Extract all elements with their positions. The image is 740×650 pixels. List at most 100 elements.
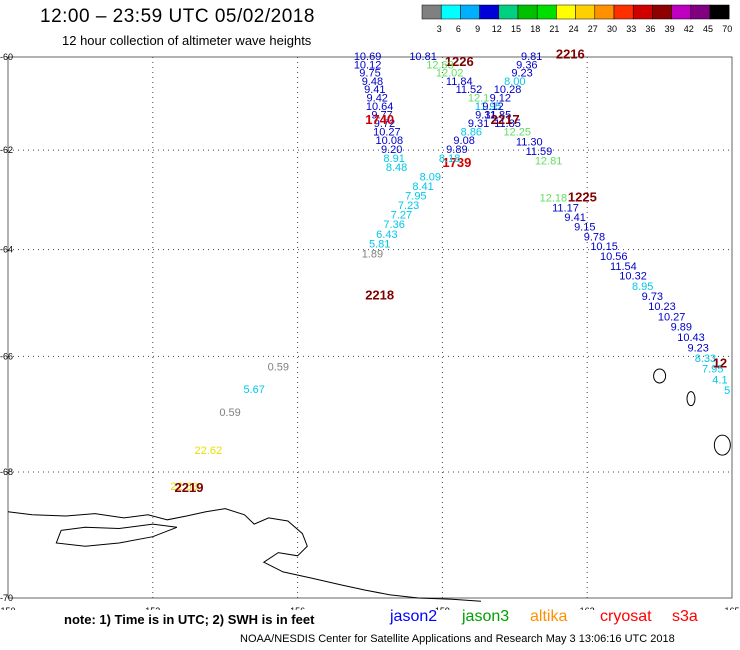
wave-height-label: 22.63 [170,481,198,493]
wave-height-label: 10.27 [373,126,401,138]
wave-height-label: 8.86 [461,126,482,138]
legend-jason3: jason3 [462,608,510,625]
colorbar-label: 9 [475,24,480,34]
map-frame [7,56,733,599]
colorbar-label: 21 [549,24,559,34]
wave-height-label: 1.89 [362,248,383,260]
wave-height-label: 6.43 [376,229,397,241]
pass-time-label: 1739 [442,155,471,170]
wave-height-label: 9.15 [574,222,595,234]
colorbar-label: 27 [588,24,598,34]
latitude-tick-label: -66 [0,351,13,361]
colorbar-label: 24 [569,24,579,34]
wave-height-label: 11.85 [494,118,521,130]
island-outline [653,368,667,384]
wave-height-label: 10.56 [600,251,628,263]
wave-height-label: 10.69 [354,51,382,63]
wave-height-label: 9.41 [364,84,385,96]
island-outline [686,391,696,407]
wave-height-label: 9.73 [642,291,663,303]
wave-height-label: 10.15 [590,241,618,253]
pass-time-label: 1740 [365,112,394,127]
wave-height-label: 9.36 [516,59,537,71]
wave-height-label: 5 [724,385,730,397]
longitude-tick-label: 159 [435,606,450,610]
wave-height-label: 9.31 [475,109,496,121]
wave-height-label: 10.81 [409,51,437,63]
colorbar-label: 3 [437,24,442,34]
wave-height-label: 12.63 [426,59,454,71]
pass-time-label: 1226 [445,54,474,69]
wave-height-label: 7.27 [391,210,412,222]
wave-height-label: 10.64 [366,101,394,113]
colorbar-label: 45 [703,24,713,34]
wave-height-label: 9.08 [453,135,474,147]
longitude-tick-label: 162 [580,606,595,610]
pass-time-label: 12 [713,356,727,371]
wave-height-label: 11.85 [485,109,512,121]
wave-height-label: 8.00 [504,76,525,88]
wave-height-label: 4.1 [712,374,727,386]
colorbar-label: 39 [665,24,675,34]
wave-height-label: 11.84 [446,76,473,88]
wave-height-label: 12.18 [540,192,568,204]
latitude-tick-label: -62 [0,145,13,155]
pass-time-label: 2219 [175,480,204,495]
pass-time-label: 2218 [365,287,394,302]
island-outline [713,434,731,456]
wave-height-label: 11.52 [456,84,483,96]
wave-height-label: 9.31 [468,118,489,130]
colorbar-label: 18 [530,24,540,34]
wave-height-label: 11.95 [475,101,502,113]
wave-height-label: 12.02 [436,68,464,80]
longitude-tick-label: 153 [145,606,160,610]
colorbar-label: 15 [511,24,521,34]
colorbar-label: 36 [645,24,655,34]
wave-height-label: 7.95 [702,364,723,376]
wave-height-label: 10.27 [658,311,686,323]
wave-height-label: 9.75 [359,68,380,80]
wave-height-label: 12.25 [503,126,531,138]
wave-height-label: 10.08 [376,135,404,147]
wave-height-label: 9.12 [482,101,503,113]
wave-height-label: 8.48 [386,162,407,174]
wave-height-label: 11.59 [526,146,553,158]
wave-height-map: 150 153 156 159 162 165 -60 -62 -64 -66 -68 -70 10.6… [0,46,740,610]
wave-height-label: 9.41 [564,212,585,224]
wave-height-label: 8.91 [383,153,404,165]
wave-height-label: 9.72 [374,118,395,130]
wave-height-label: 9.77 [371,109,392,121]
map-subtitle: 12 hour collection of altimeter wave hei… [62,33,312,48]
longitude-tick-label: 165 [724,606,739,610]
wave-height-label: 9.20 [381,144,402,156]
colorbar-swatch [709,4,730,20]
ice-shelf-outline [55,523,178,547]
colorbar-label: 6 [456,24,461,34]
wave-height-label: 5.67 [243,384,264,396]
pass-time-label: 1225 [568,189,597,204]
latitude-tick-label: -60 [0,52,13,62]
wave-height-label: 10.12 [354,59,382,71]
wave-height-label: 10.32 [619,271,647,283]
legend-jason2: jason2 [390,608,438,625]
wave-height-label: 10.23 [648,301,676,313]
wave-height-label: 9.23 [688,342,709,354]
wave-height-label: 9.42 [367,92,388,104]
wave-height-label: 9.89 [671,322,692,334]
wave-height-label: 9.78 [584,231,605,243]
wave-height-label: 0.59 [268,361,289,373]
wave-height-label: 8.33 [695,353,716,365]
wave-height-label: 7.36 [383,219,404,231]
wave-height-label: 11.30 [516,136,543,148]
wave-height-label: 11.17 [552,202,579,214]
wave-height-label: 10.43 [677,332,705,344]
latitude-tick-label: -70 [0,593,13,603]
colorbar-label: 70 [722,24,732,34]
legend-altika: altika [530,608,568,625]
colorbar-label: 12 [492,24,502,34]
legend-s3a: s3a [672,608,698,625]
latitude-tick-label: -68 [0,467,13,477]
wave-height-label: 9.48 [362,76,383,88]
wave-height-label: 12.1 [468,92,489,104]
